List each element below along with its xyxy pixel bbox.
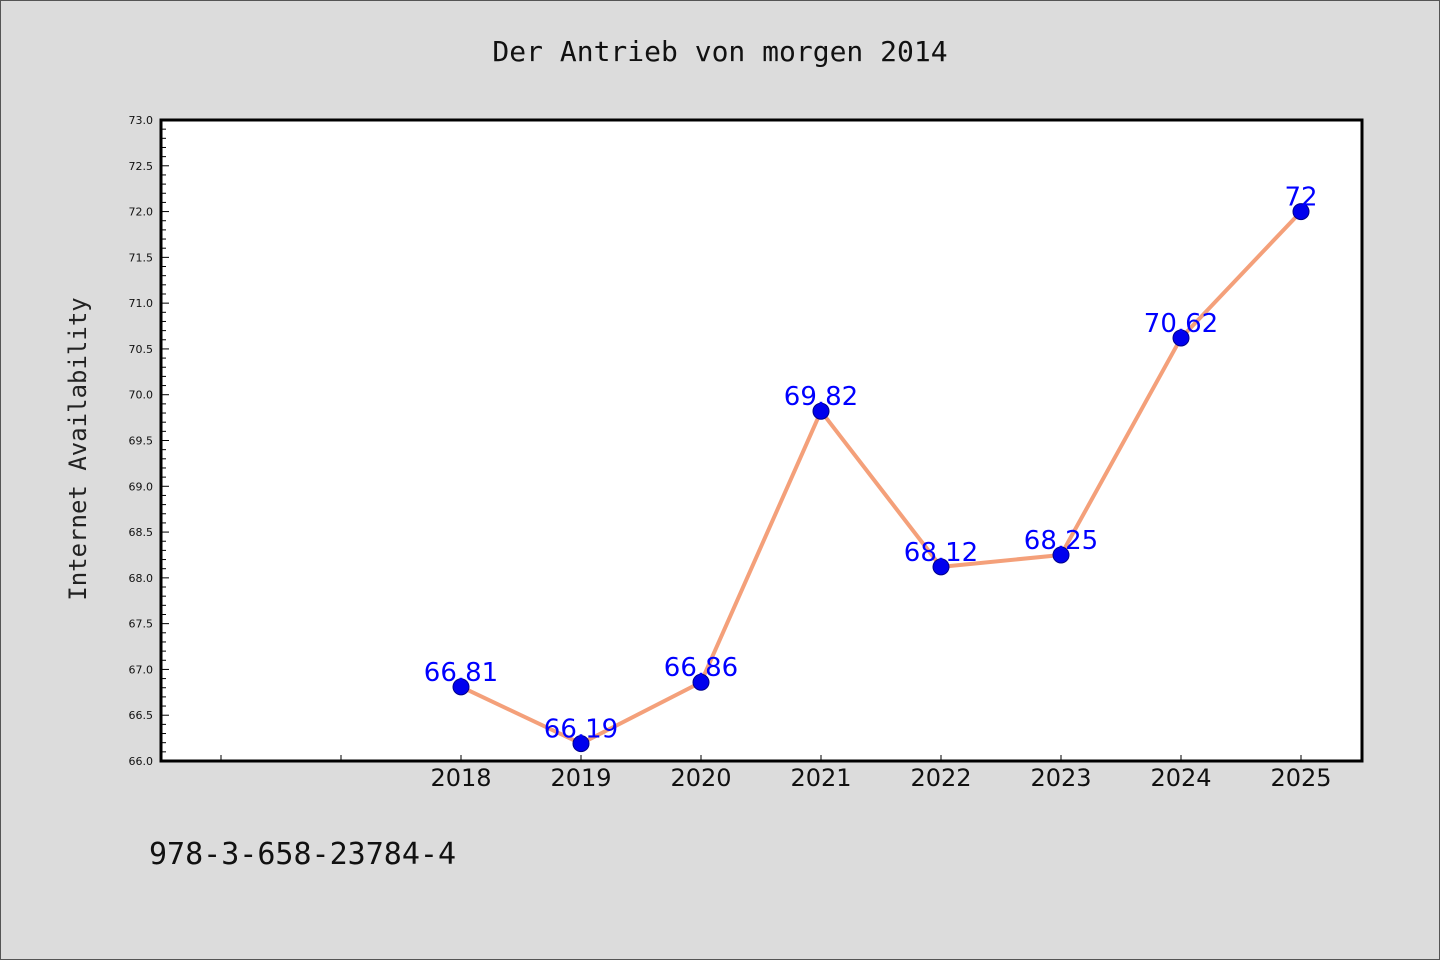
y-tick-label: 72.0: [129, 206, 154, 219]
y-tick-label: 66.0: [129, 755, 154, 768]
data-point: [452, 678, 470, 696]
series-line: [460, 210, 1303, 746]
data-label: 72: [1284, 183, 1317, 213]
data-point: [812, 402, 830, 420]
y-tick-label: 68.5: [129, 526, 154, 539]
data-label: 68.12: [904, 538, 978, 568]
y-tick-label: 67.5: [129, 618, 154, 631]
x-tick-label: 2022: [910, 764, 971, 792]
data-point: [572, 735, 590, 753]
y-tick-label: 70.5: [129, 343, 154, 356]
y-tick-label: 71.0: [129, 297, 154, 310]
y-tick-label: 69.0: [129, 480, 154, 493]
data-label: 66.86: [664, 653, 738, 683]
data-point: [1052, 546, 1070, 564]
y-tick-label: 67.0: [129, 663, 154, 676]
data-point: [692, 673, 710, 691]
y-tick-label: 66.5: [129, 709, 154, 722]
x-tick-label: 2018: [430, 764, 491, 792]
data-label: 69.82: [784, 382, 858, 412]
y-tick-label: 69.5: [129, 435, 154, 448]
data-label: 66.81: [424, 658, 498, 688]
y-tick-label: 71.5: [129, 251, 154, 264]
plot-frame: [159, 118, 1364, 763]
x-tick-label: 2024: [1150, 764, 1211, 792]
data-point: [1172, 329, 1190, 347]
x-tick-label: 2020: [670, 764, 731, 792]
data-point: [932, 558, 950, 576]
y-tick-label: 70.0: [129, 389, 154, 402]
y-tick-label: 73.0: [129, 114, 154, 127]
plot-background: [161, 120, 1362, 761]
data-label: 70.62: [1144, 309, 1218, 339]
isbn-footer: 978-3-658-23784-4: [149, 837, 457, 872]
x-tick-label: 2025: [1270, 764, 1331, 792]
x-tick-label: 2021: [790, 764, 851, 792]
x-tick-label: 2019: [550, 764, 611, 792]
y-tick-label: 68.0: [129, 572, 154, 585]
data-label: 66.19: [544, 715, 618, 745]
chart-title: Der Antrieb von morgen 2014: [492, 35, 948, 68]
data-point: [1292, 203, 1310, 221]
y-tick-label: 72.5: [129, 160, 154, 173]
x-tick-label: 2023: [1030, 764, 1091, 792]
data-label: 68.25: [1024, 526, 1098, 556]
